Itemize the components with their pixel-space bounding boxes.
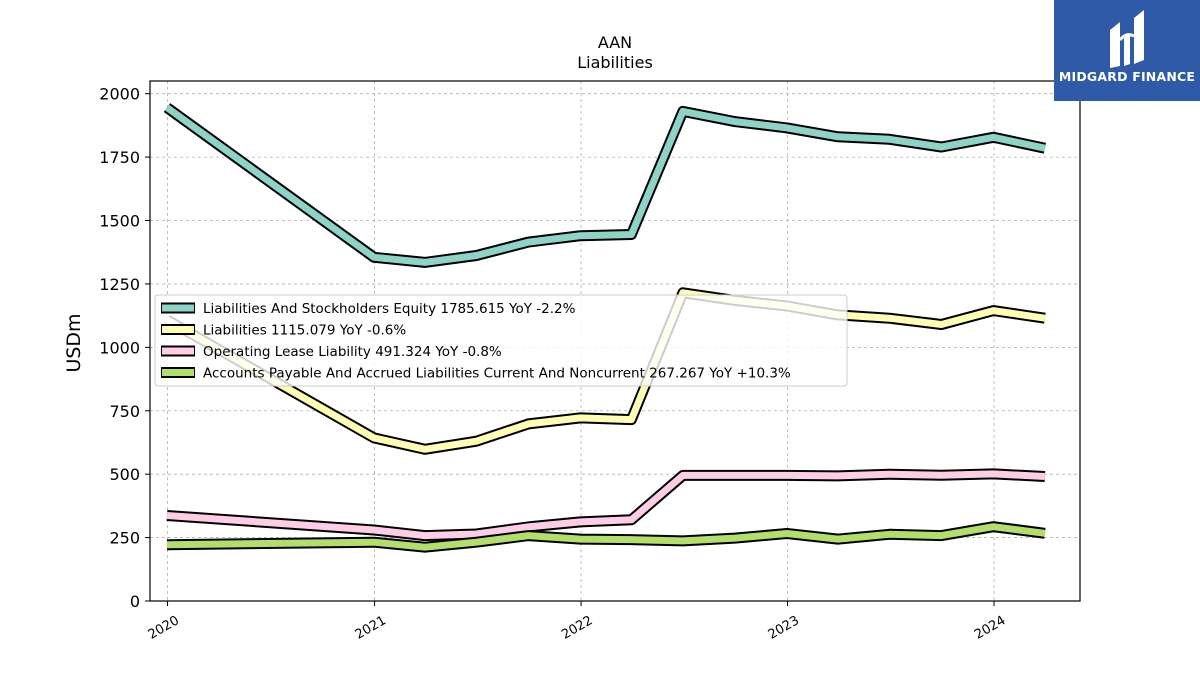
data-point — [992, 136, 994, 138]
data-point — [1044, 476, 1046, 477]
data-point — [940, 324, 942, 325]
data-point — [940, 474, 942, 476]
series-3 — [166, 468, 1046, 542]
data-point — [475, 440, 477, 442]
data-point — [166, 107, 168, 109]
y-tick-label: 1250 — [99, 275, 140, 294]
legend-item: Liabilities And Stockholders Equity 1785… — [161, 301, 576, 317]
data-point — [580, 235, 581, 237]
data-point — [1044, 532, 1046, 534]
data-point — [786, 533, 788, 534]
data-point — [992, 526, 994, 528]
legend-label: Operating Lease Liability 491.324 YoY -0… — [203, 344, 502, 360]
y-tick-label: 500 — [109, 465, 140, 484]
data-point — [424, 261, 426, 263]
data-point — [527, 241, 529, 243]
data-point — [373, 256, 375, 258]
x-tick-label: 2020 — [146, 613, 182, 643]
legend-item: Operating Lease Liability 491.324 YoY -0… — [161, 344, 502, 360]
data-point — [992, 473, 994, 475]
data-point — [630, 519, 632, 521]
y-tick-label: 2000 — [99, 85, 140, 104]
data-point — [940, 535, 942, 537]
data-point — [734, 474, 736, 476]
data-point — [373, 529, 375, 531]
data-point — [888, 473, 890, 475]
data-point — [682, 292, 684, 294]
data-point — [424, 448, 426, 450]
legend-box — [154, 294, 848, 387]
x-tick-label: 2021 — [353, 613, 389, 643]
legend: Liabilities And Stockholders Equity 1785… — [154, 294, 848, 387]
data-point — [992, 310, 994, 312]
data-point — [786, 127, 788, 129]
brand-name: MIDGARD FINANCE — [1058, 69, 1196, 84]
data-point — [475, 255, 477, 256]
data-point — [940, 146, 942, 148]
series-line-outline — [163, 103, 1047, 268]
data-point — [1044, 147, 1046, 149]
data-point — [166, 544, 168, 546]
brand-logo: MIDGARD FINANCE — [1054, 0, 1200, 101]
plot-frame — [149, 80, 1081, 602]
x-tick-label: 2023 — [766, 613, 802, 643]
series-4 — [166, 521, 1046, 553]
y-axis: 0 250 500 750 1000 1250 1500 1750 2000 — [99, 85, 150, 611]
data-point — [166, 515, 168, 516]
data-point — [888, 138, 890, 140]
data-point — [630, 539, 632, 541]
data-point — [630, 419, 632, 421]
data-point — [837, 475, 839, 477]
x-tick-label: 2024 — [972, 613, 1008, 643]
data-point — [682, 540, 684, 542]
y-tick-label: 1000 — [99, 338, 140, 357]
logo-mark-icon — [1110, 10, 1144, 68]
data-point — [424, 546, 426, 548]
data-point — [527, 526, 529, 528]
data-point — [527, 423, 529, 425]
data-point — [682, 474, 684, 476]
data-point — [888, 317, 890, 319]
data-point — [837, 538, 839, 540]
legend-item: Accounts Payable And Accrued Liabilities… — [161, 366, 791, 382]
x-tick-label: 2022 — [559, 613, 595, 643]
data-point — [424, 535, 426, 537]
data-point — [786, 474, 788, 476]
y-tick-label: 750 — [109, 402, 140, 421]
data-point — [734, 537, 736, 539]
x-axis: 2020 2021 2022 2023 2024 — [146, 601, 1008, 643]
y-tick-label: 0 — [130, 592, 140, 611]
data-point — [682, 110, 684, 112]
series-layer — [163, 103, 1047, 553]
chart-subtitle: Liabilities — [577, 53, 653, 72]
data-point — [580, 417, 581, 419]
legend-label: Accounts Payable And Accrued Liabilities… — [203, 366, 791, 382]
legend-item: Liabilities 1115.079 YoY -0.6% — [161, 323, 406, 339]
data-point — [373, 437, 375, 439]
data-point — [527, 535, 529, 537]
data-point — [475, 541, 477, 543]
data-point — [734, 121, 736, 123]
data-point — [373, 541, 375, 543]
y-tick-label: 250 — [109, 529, 140, 548]
data-point — [580, 538, 581, 540]
series-1 — [163, 103, 1047, 268]
y-tick-label: 1500 — [99, 212, 140, 231]
data-point — [580, 521, 581, 523]
chart-title: AAN — [598, 33, 632, 52]
data-point — [888, 533, 890, 535]
data-point — [837, 136, 839, 138]
legend-label: Liabilities 1115.079 YoY -0.6% — [203, 323, 406, 339]
y-axis-label: USDm — [63, 313, 85, 372]
data-point — [1044, 317, 1046, 319]
data-point — [630, 234, 632, 235]
series-2 — [164, 287, 1046, 455]
legend-label: Liabilities And Stockholders Equity 1785… — [203, 301, 576, 317]
y-tick-label: 1750 — [99, 148, 140, 167]
data-point — [475, 533, 477, 535]
